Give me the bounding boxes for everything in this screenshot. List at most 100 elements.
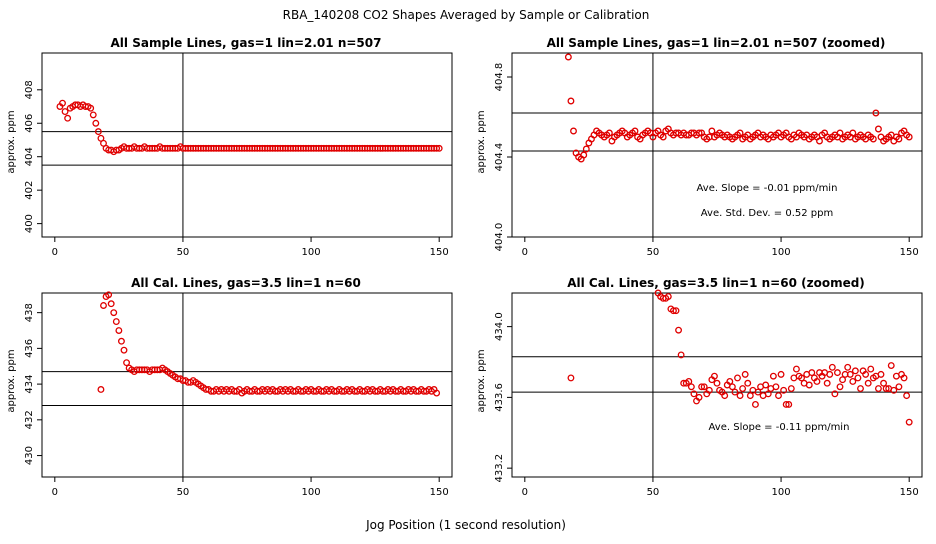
- data-point: [874, 125, 882, 133]
- x-tick-label: 100: [772, 247, 791, 258]
- data-point: [669, 307, 677, 315]
- data-point: [808, 369, 816, 377]
- data-point: [887, 362, 895, 369]
- x-tick-label: 150: [430, 247, 449, 258]
- data-point: [64, 114, 72, 122]
- data-point: [839, 376, 847, 384]
- y-tick-label: 402: [24, 181, 35, 200]
- panel-title: All Cal. Lines, gas=3.5 lin=1 n=60 (zoom…: [567, 276, 865, 290]
- y-tick-label: 434.0: [494, 312, 505, 341]
- x-tick-label: 50: [177, 487, 190, 498]
- data-point: [836, 383, 844, 391]
- data-point: [61, 108, 69, 115]
- data-point: [710, 372, 718, 380]
- data-point: [728, 383, 736, 391]
- data-point: [869, 135, 877, 143]
- y-tick-label: 404: [24, 147, 35, 166]
- data-point: [120, 346, 128, 354]
- data-point: [605, 129, 613, 137]
- data-point: [92, 119, 100, 127]
- data-point: [851, 367, 859, 375]
- y-tick-label: 434: [24, 375, 35, 394]
- annotation-text: Ave. Slope = -0.01 ppm/min: [697, 183, 838, 194]
- data-point: [874, 385, 882, 392]
- data-point: [777, 370, 785, 378]
- data-point: [833, 369, 841, 377]
- data-point: [87, 104, 95, 112]
- plot-area: 0 50 100 150 404.0 404.4 404.8 Ave. Slope = -0.…: [494, 52, 923, 258]
- data-point: [123, 359, 131, 367]
- data-point: [59, 99, 66, 107]
- data-point: [631, 127, 639, 135]
- data-point: [831, 390, 839, 398]
- data-point: [435, 144, 443, 152]
- data-point: [877, 370, 885, 378]
- data-point: [854, 374, 862, 382]
- panel-title: All Cal. Lines, gas=3.5 lin=1 n=60: [131, 276, 361, 290]
- data-point: [775, 392, 782, 400]
- x-tick-label: 50: [647, 247, 660, 258]
- plot-area: 0 50 100 150 430 432 434 436 438: [24, 291, 453, 498]
- data-point: [816, 137, 823, 145]
- plot-frame: [41, 52, 453, 238]
- y-tick-label: 430: [24, 446, 35, 465]
- data-point: [864, 379, 872, 387]
- y-tick-label: 432: [24, 410, 35, 429]
- data-point: [903, 392, 911, 400]
- data-point: [836, 129, 844, 137]
- y-tick-label: 433.2: [494, 454, 505, 483]
- plot-frame: [41, 292, 453, 478]
- data-point: [849, 378, 857, 385]
- data-point: [580, 151, 588, 159]
- panel-title: All Sample Lines, gas=1 lin=2.01 n=507: [111, 36, 382, 50]
- data-point: [754, 388, 762, 396]
- data-point: [433, 389, 441, 397]
- data-point: [734, 374, 741, 382]
- data-point: [813, 378, 821, 385]
- data-point: [695, 129, 703, 137]
- panel-sample: All Sample Lines, gas=1 lin=2.01 n=507 a…: [6, 36, 453, 258]
- data-point: [739, 385, 747, 392]
- data-point: [849, 129, 857, 137]
- data-point: [872, 109, 880, 117]
- data-point: [659, 133, 667, 141]
- data-point: [772, 383, 780, 391]
- plot-frame: [511, 292, 923, 478]
- data-point: [846, 370, 854, 378]
- y-tick-label: 438: [24, 303, 35, 322]
- data-point: [826, 370, 834, 378]
- data-point: [97, 386, 105, 393]
- x-tick-label: 150: [900, 487, 919, 498]
- data-point: [687, 383, 695, 391]
- data-point: [905, 418, 913, 426]
- data-point: [713, 379, 721, 387]
- y-tick-label: 404.4: [494, 143, 505, 172]
- y-tick-label: 406: [24, 114, 35, 133]
- plot-frame: [511, 52, 923, 238]
- x-tick-label: 0: [52, 487, 58, 498]
- data-point: [823, 379, 831, 387]
- data-point: [100, 302, 107, 309]
- data-point: [107, 300, 115, 308]
- data-point: [672, 307, 680, 315]
- y-axis-label: approx. ppm: [476, 110, 487, 173]
- x-tick-label: 100: [772, 487, 791, 498]
- data-point: [741, 370, 749, 378]
- y-tick-label: 404.8: [494, 63, 505, 92]
- data-point: [882, 385, 890, 392]
- data-point: [880, 379, 888, 387]
- x-tick-label: 50: [647, 487, 660, 498]
- x-tick-label: 0: [522, 247, 528, 258]
- data-point: [736, 392, 744, 400]
- data-point: [782, 401, 790, 408]
- y-axis-label: approx. ppm: [476, 349, 487, 412]
- data-point: [105, 291, 113, 299]
- data-point: [690, 390, 698, 398]
- data-point: [762, 381, 770, 389]
- panel-sample-zoomed: All Sample Lines, gas=1 lin=2.01 n=507 (…: [476, 36, 923, 258]
- data-point: [582, 145, 590, 153]
- x-axis-label: Jog Position (1 second resolution): [365, 518, 566, 532]
- data-point: [117, 337, 125, 345]
- data-point: [805, 381, 813, 389]
- x-tick-label: 0: [52, 247, 58, 258]
